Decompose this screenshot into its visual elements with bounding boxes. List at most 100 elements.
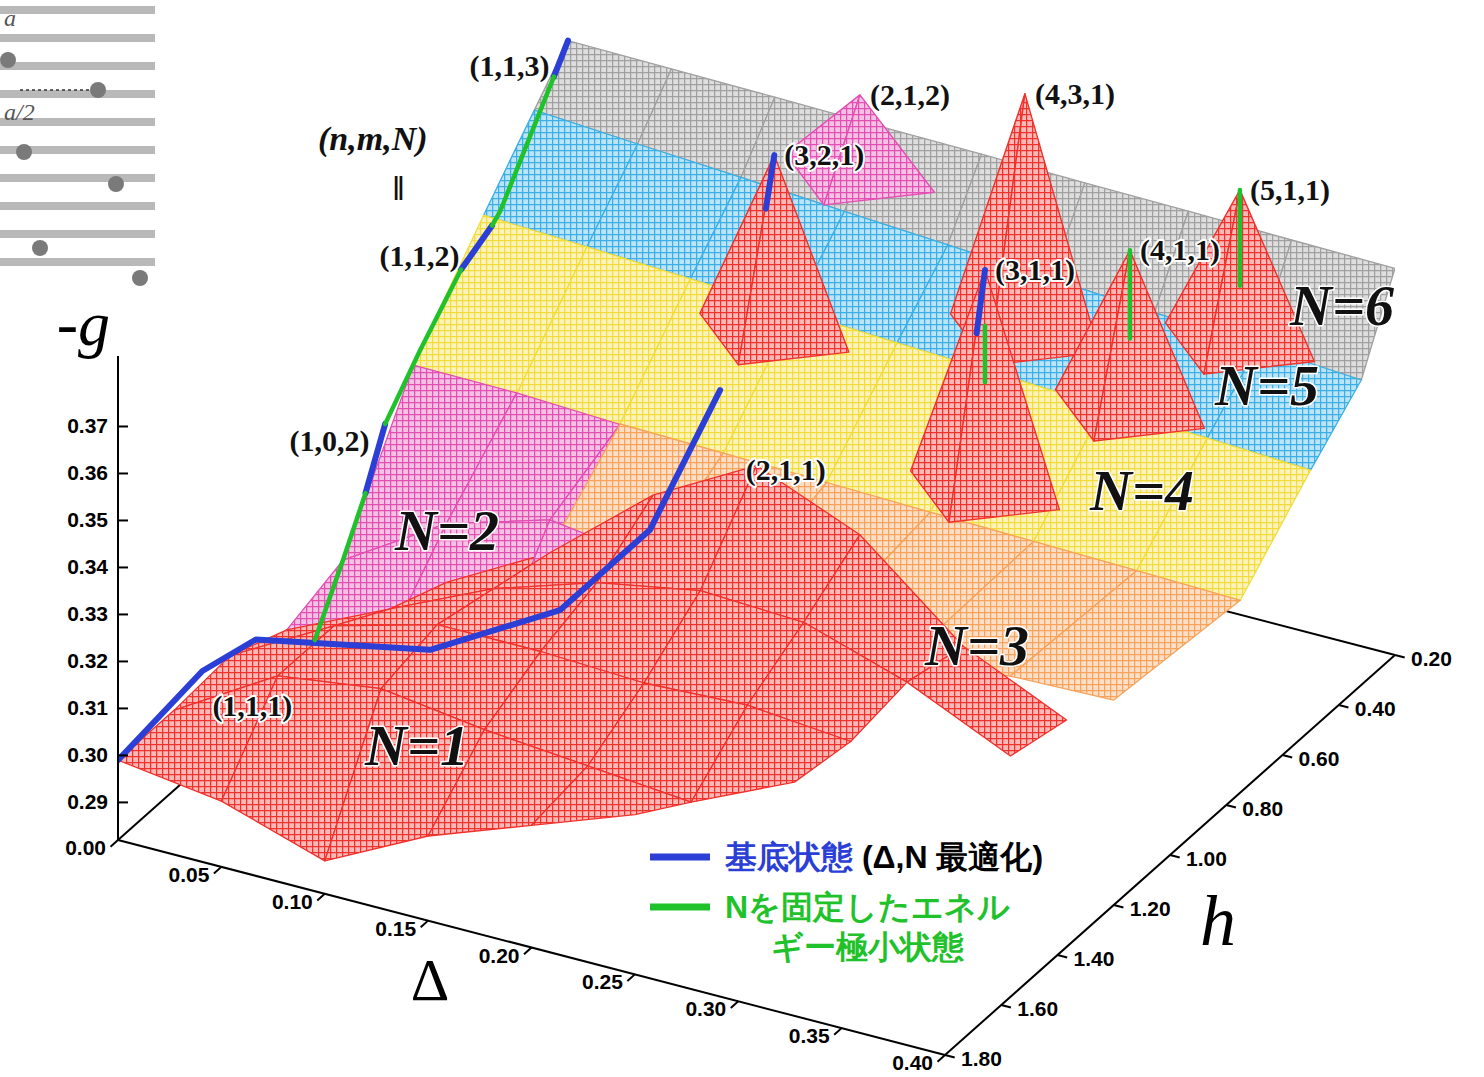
x-tick xyxy=(731,1001,738,1008)
y-tick xyxy=(945,1055,955,1058)
x-tick-label: 0.05 xyxy=(169,863,210,886)
legend-swatch xyxy=(650,904,710,911)
z-tick xyxy=(118,660,128,662)
inset-label: a xyxy=(4,5,16,31)
surface-label: N=3 xyxy=(924,613,1029,678)
y-tick-label: 1.00 xyxy=(1186,847,1227,870)
peak-face xyxy=(949,270,1059,522)
inset-guide xyxy=(20,89,92,91)
legend-label-part: (Δ,N 最適化) xyxy=(853,839,1043,875)
inset-bar xyxy=(0,202,155,210)
z-tick xyxy=(118,754,128,756)
surface-cell xyxy=(532,766,692,825)
peak-label: (3,1,1) xyxy=(995,253,1075,287)
x-tick xyxy=(834,1028,841,1035)
peak-label: (3,2,1) xyxy=(784,138,864,172)
z-tick-label: 0.29 xyxy=(67,790,108,813)
peak-face xyxy=(1094,250,1205,441)
z-axis-title: -g xyxy=(57,288,110,359)
inset-bar xyxy=(0,34,155,42)
legend-label-line: Nを固定したエネル xyxy=(725,889,1010,925)
z-tick xyxy=(118,707,128,709)
x-tick-label: 0.30 xyxy=(685,997,726,1020)
y-tick-label: 1.20 xyxy=(1130,897,1171,920)
x-tick-label: 0.35 xyxy=(789,1024,830,1047)
x-tick xyxy=(938,1055,945,1062)
y-tick-label: 0.60 xyxy=(1299,747,1340,770)
x-tick-label: 0.15 xyxy=(375,917,416,940)
z-tick xyxy=(118,472,128,474)
surface-cell xyxy=(691,705,851,802)
state-line xyxy=(315,77,1240,641)
inset-bar xyxy=(0,230,155,238)
key-symbol: ‖ xyxy=(393,170,404,207)
inset-dot xyxy=(108,176,124,192)
z-tick-label: 0.34 xyxy=(67,555,108,578)
surface-label: N=1 xyxy=(364,713,469,778)
z-tick xyxy=(118,425,128,427)
y-tick xyxy=(1283,755,1293,758)
inset-bar xyxy=(0,62,155,70)
y-tick-label: 0.80 xyxy=(1242,797,1283,820)
z-tick-label: 0.33 xyxy=(67,602,108,625)
chart: aa/20.290.300.310.320.330.340.350.360.37… xyxy=(0,0,1484,1077)
inset-dot xyxy=(132,270,148,286)
inset-bar xyxy=(0,174,155,182)
z-tick xyxy=(118,613,128,615)
inset-dot xyxy=(90,82,106,98)
z-tick-label: 0.36 xyxy=(67,461,108,484)
x-tick xyxy=(627,974,634,981)
z-tick-label: 0.31 xyxy=(67,696,108,719)
y-tick xyxy=(1226,805,1236,808)
surface-label: N=2 xyxy=(394,498,499,563)
y-tick-label: 1.80 xyxy=(961,1047,1002,1070)
inset-dot xyxy=(32,240,48,256)
surface-label: N=4 xyxy=(1089,458,1194,523)
peak-label: (5,1,1) xyxy=(1250,173,1330,207)
y-tick-label: 1.60 xyxy=(1017,997,1058,1020)
y-tick xyxy=(1058,955,1068,958)
legend-label-line: ギー極小状態 xyxy=(771,929,964,965)
y-tick-label: 1.40 xyxy=(1074,947,1115,970)
z-tick xyxy=(118,519,128,521)
y-tick xyxy=(1339,705,1349,708)
key-label: (n,m,N) xyxy=(318,120,428,158)
labels: (3,2,1)(2,1,2) (4,3,1) (5,1,1) (3,1,1) (4,1,… xyxy=(212,49,1394,778)
inset: a a/2 xyxy=(0,5,155,286)
plot-area xyxy=(118,41,1395,861)
surface-cell xyxy=(1010,571,1240,701)
peak-label: (4,3,1) xyxy=(1035,77,1115,111)
axes: 0.290.300.310.320.330.340.350.360.370.00… xyxy=(57,288,1452,1074)
inset-dot xyxy=(0,52,16,68)
y-tick xyxy=(1001,1005,1011,1008)
x-tick-label: 0.20 xyxy=(479,944,520,967)
legend-label-part: 基底状態 xyxy=(724,839,853,875)
z-tick-label: 0.32 xyxy=(67,649,108,672)
annotation: (1,0,2) xyxy=(290,424,370,458)
inset-dot xyxy=(16,144,32,160)
surface-cell xyxy=(325,689,485,861)
z-tick-label: 0.35 xyxy=(67,508,108,531)
inset-bar xyxy=(0,90,155,98)
annotation: (1,1,1) xyxy=(212,689,292,723)
legend-swatch xyxy=(650,854,710,861)
peak-label: (4,1,1) xyxy=(1140,233,1220,267)
x-tick xyxy=(214,867,221,874)
x-axis-title: Δ xyxy=(411,947,450,1013)
inset-bar xyxy=(0,6,155,14)
inset-bar xyxy=(0,258,155,266)
y-axis-title: h xyxy=(1200,881,1236,961)
z-tick xyxy=(118,566,128,568)
x-tick xyxy=(111,840,118,847)
legend-label: Nを固定したエネルギー極小状態 xyxy=(725,889,1010,965)
peak-label: (2,1,2) xyxy=(870,78,950,112)
legend: 基底状態 (Δ,N 最適化) Nを固定したエネルギー極小状態 xyxy=(650,839,1043,965)
surface-label: N=6 xyxy=(1289,273,1394,338)
inset-label: a/2 xyxy=(4,99,35,125)
y-tick-label: 0.20 xyxy=(1411,647,1452,670)
annotation: (2,1,1) xyxy=(746,453,826,487)
y-tick xyxy=(1170,855,1180,858)
y-tick xyxy=(1114,905,1124,908)
z-tick xyxy=(118,801,128,803)
annotation: (1,1,3) xyxy=(470,49,550,83)
